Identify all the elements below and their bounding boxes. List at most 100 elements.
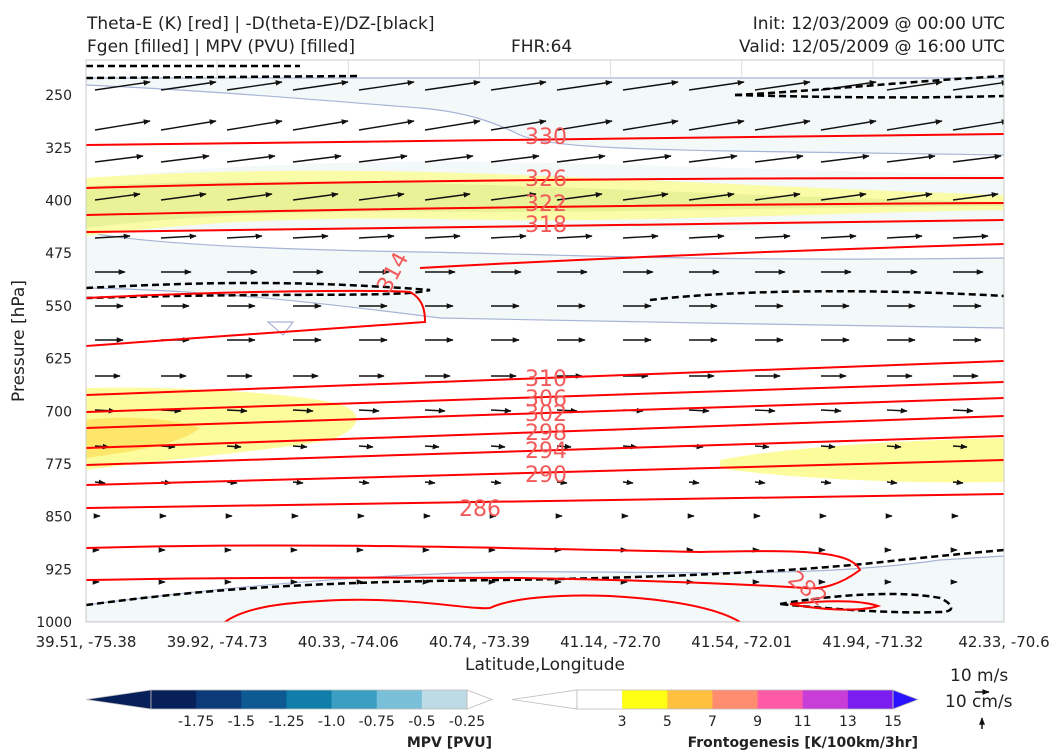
- fgen-colorbar-segment: [667, 690, 713, 709]
- wind-vector: [556, 479, 568, 486]
- y-tick-label: 850: [45, 510, 72, 526]
- theta-e-contour: [419, 243, 1004, 269]
- wind-vector: [424, 192, 471, 201]
- wind-vector: [556, 233, 593, 240]
- dthetae-dz-contour: [649, 289, 1004, 302]
- theta-e-contour: [86, 397, 1004, 429]
- dthetae-dz-contour: [86, 548, 1004, 607]
- wind-vector: [358, 154, 408, 163]
- title-line-2: Fgen [filled] | MPV (PVU) [filled]: [87, 37, 356, 57]
- mpv-colorbar-segment: [286, 690, 333, 709]
- x-tick-label: 42.33, -70.6: [958, 633, 1049, 651]
- init-time: Init: 12/03/2009 @ 00:00 UTC: [752, 14, 1005, 34]
- theta-e-label: 318: [525, 213, 567, 238]
- wind-vector: [952, 407, 974, 414]
- dthetae-dz-contour: [734, 93, 1004, 99]
- wind-vector: [820, 119, 877, 131]
- wind-vector: [292, 233, 329, 240]
- wind-vector: [292, 407, 314, 414]
- wind-vector: [424, 80, 481, 91]
- wind-vector: [556, 80, 613, 91]
- x-tick-label: 39.51, -75.38: [36, 633, 137, 651]
- wind-vector: [94, 233, 131, 240]
- theta-e-contour: [86, 219, 1004, 233]
- wind-vector: [754, 407, 776, 414]
- wind-vector: [94, 154, 144, 163]
- wind-vector: [94, 192, 141, 201]
- theta-e-label: 322: [525, 192, 567, 217]
- wind-vector: [754, 80, 811, 91]
- wind-vector: [556, 407, 578, 414]
- wind-vector: [886, 192, 933, 201]
- wind-vector: [622, 80, 679, 91]
- theta-e-label: 294: [525, 439, 567, 464]
- y-axis-label: Pressure [hPa]: [9, 280, 29, 402]
- theta-e-label-group: 326: [525, 167, 567, 192]
- wind-vector: [622, 154, 672, 163]
- wind-vector: [820, 192, 867, 201]
- wind-vector: [754, 192, 801, 201]
- fgen-colorbar-tick: 7: [708, 714, 717, 730]
- wind-vector: [358, 192, 405, 201]
- y-tick-label: 400: [45, 194, 72, 210]
- x-tick-label: 39.92, -74.73: [167, 633, 268, 651]
- fgen-fill-upper-core: [86, 181, 1004, 228]
- wind-vector: [688, 192, 735, 201]
- wind-vector: [160, 192, 207, 201]
- wind-vector: [622, 192, 669, 201]
- wind-vector: [952, 80, 1004, 91]
- wind-vector: [886, 154, 936, 163]
- mpv-colorbar-left-extend: [85, 689, 152, 710]
- wind-reference-horizontal: 10 m/s: [950, 666, 1008, 686]
- theta-e-contour: [86, 289, 427, 347]
- wind-vector: [952, 154, 1002, 163]
- fgen-fill-left: [86, 387, 357, 470]
- y-tick-label: 1000: [36, 615, 72, 631]
- fgen-colorbar-segment: [712, 690, 759, 709]
- mpv-colorbar-right-extend: [466, 689, 494, 710]
- mpv-colorbar-segment: [241, 690, 287, 709]
- wind-vector: [490, 119, 547, 131]
- wind-reference-vertical: 10 cm/s: [945, 692, 1013, 712]
- wind-vector: [952, 192, 999, 201]
- theta-e-contour: [789, 600, 882, 611]
- fgen-colorbar-tick: 9: [753, 714, 762, 730]
- plot-background: [86, 60, 1004, 622]
- wind-vector: [226, 119, 283, 131]
- y-tick-label: 775: [45, 457, 72, 473]
- y-tick-label: 625: [45, 352, 72, 368]
- wind-vector: [94, 80, 151, 91]
- wind-vector: [292, 192, 339, 201]
- wind-vector: [226, 407, 248, 414]
- wind-vector: [160, 80, 217, 91]
- wind-vector: [424, 233, 461, 240]
- wind-vector: [490, 154, 540, 163]
- wind-vector: [226, 233, 263, 240]
- wind-vector: [94, 479, 106, 486]
- mpv-colorbar-tick: -1.5: [228, 714, 255, 730]
- theta-e-label-group: 294: [525, 439, 567, 464]
- dthetae-dz-contours: [86, 64, 1004, 614]
- wind-vector: [292, 443, 308, 450]
- wind-vector: [490, 233, 527, 240]
- wind-vector: [226, 479, 238, 486]
- wind-vector: [490, 80, 547, 91]
- wind-vector: [820, 80, 877, 91]
- wind-vector: [820, 479, 832, 486]
- mpv-small-contour: [266, 321, 295, 336]
- wind-vector: [754, 119, 811, 131]
- theta-e-label: 330: [525, 125, 567, 150]
- wind-vector: [160, 154, 210, 163]
- wind-vector: [358, 407, 380, 414]
- wind-vector: [226, 443, 242, 450]
- fgen-colorbar-segment: [757, 690, 804, 709]
- mpv-colorbar-tick: -0.25: [449, 714, 485, 730]
- theta-e-contour: [86, 493, 1004, 509]
- wind-vector: [952, 443, 968, 450]
- theta-e-contour: [86, 544, 862, 590]
- theta-e-label-group: 318: [525, 213, 567, 238]
- wind-vector: [688, 407, 710, 414]
- grid-lines: [216, 60, 874, 78]
- theta-e-label: 310: [525, 367, 567, 392]
